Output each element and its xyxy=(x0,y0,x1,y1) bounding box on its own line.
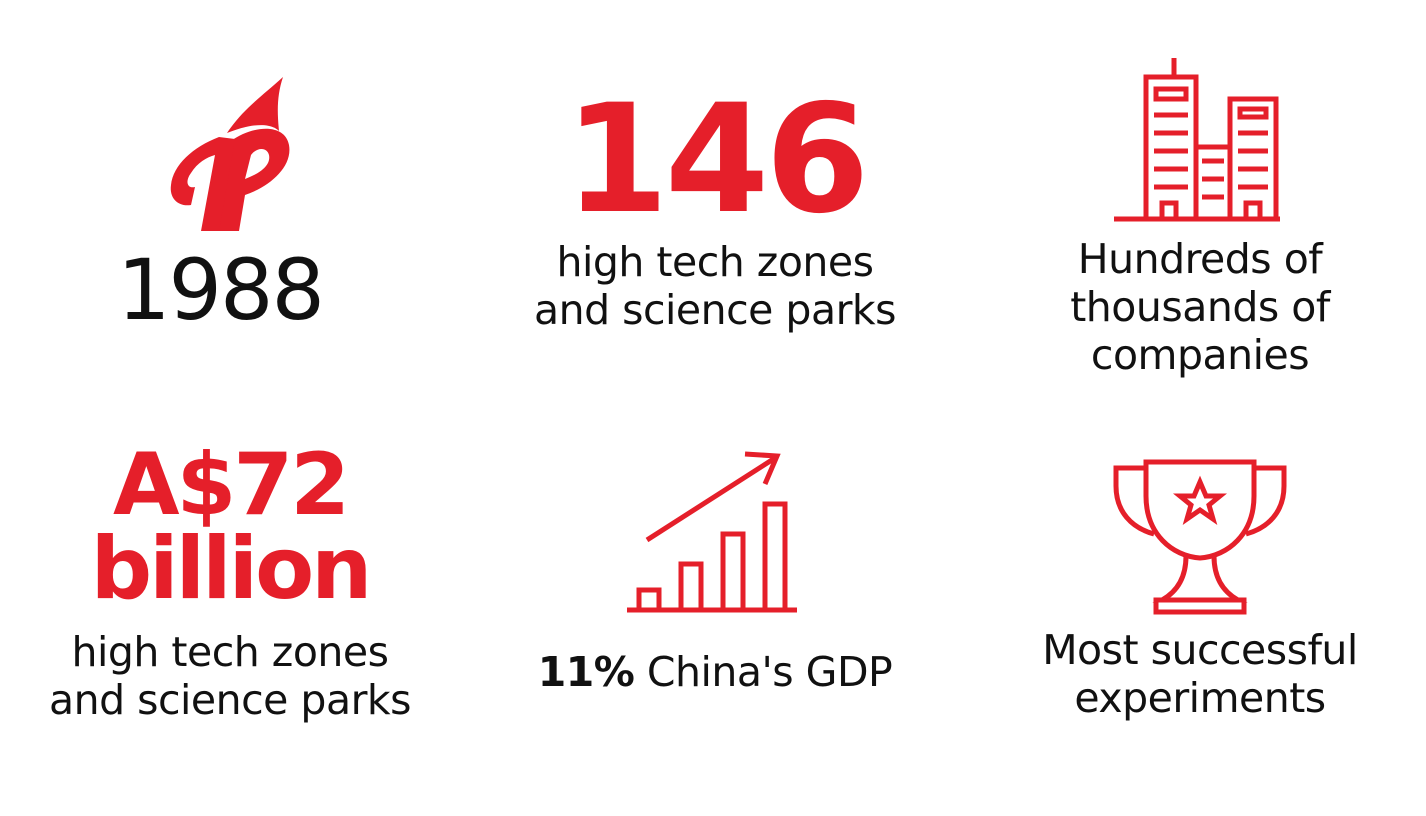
revenue-label-line1: high tech zones xyxy=(71,628,389,676)
founding-card: 1988 xyxy=(100,70,340,340)
founding-year: 1988 xyxy=(117,241,325,339)
experiments-card: Most successful experiments xyxy=(1030,440,1370,730)
revenue-label-line2: and science parks xyxy=(48,676,412,724)
revenue-amount: A$72 xyxy=(112,435,350,535)
companies-label-line3: companies xyxy=(1090,331,1310,379)
revenue-unit: billion xyxy=(90,519,373,619)
growth-chart-icon xyxy=(627,451,797,613)
experiments-label-line2: experiments xyxy=(1074,674,1326,722)
companies-label-line1: Hundreds of xyxy=(1077,235,1323,283)
gdp-card: 11% China's GDP xyxy=(530,440,900,710)
zones-label-line2: and science parks xyxy=(533,286,897,334)
torch-logo-icon xyxy=(170,77,290,231)
zones-label-line1: high tech zones xyxy=(556,238,874,286)
zones-count: 146 xyxy=(564,73,869,247)
gdp-label: China's GDP xyxy=(646,648,893,696)
gdp-line: 11% China's GDP xyxy=(530,648,900,696)
trophy-star-icon xyxy=(1113,459,1287,615)
revenue-card: A$72 billion high tech zones and science… xyxy=(40,440,420,740)
gdp-percent: 11% xyxy=(537,648,635,696)
experiments-label-line1: Most successful xyxy=(1042,626,1358,674)
buildings-icon xyxy=(1114,58,1280,222)
companies-label-line2: thousands of xyxy=(1070,283,1330,331)
companies-card: Hundreds of thousands of companies xyxy=(1040,55,1360,385)
zones-card: 146 high tech zones and science parks xyxy=(530,73,900,350)
